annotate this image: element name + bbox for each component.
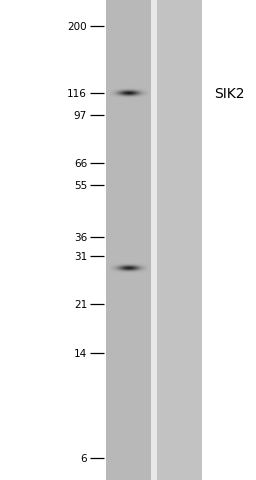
Bar: [157, 0, 202, 480]
Text: 200: 200: [67, 23, 87, 32]
Text: 97: 97: [74, 111, 87, 121]
Text: 14: 14: [74, 348, 87, 359]
Text: SIK2: SIK2: [214, 87, 244, 101]
Bar: [151, 0, 157, 480]
Text: 21: 21: [74, 299, 87, 309]
Text: 6: 6: [80, 453, 87, 463]
Text: 55: 55: [74, 181, 87, 191]
Text: 31: 31: [74, 251, 87, 261]
Text: 36: 36: [74, 233, 87, 243]
Text: 66: 66: [74, 158, 87, 168]
Text: 116: 116: [67, 89, 87, 99]
Bar: [106, 0, 151, 480]
